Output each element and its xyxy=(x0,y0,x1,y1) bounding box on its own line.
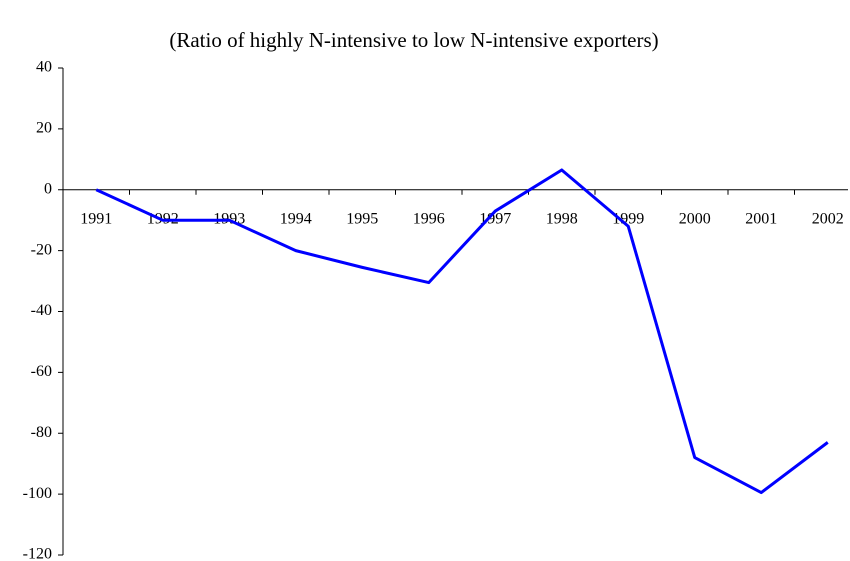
y-tick-label: 40 xyxy=(36,59,52,76)
x-tick-label: 1994 xyxy=(280,210,312,227)
x-tick-label: 1991 xyxy=(80,210,112,227)
y-tick-label: 0 xyxy=(44,180,52,197)
x-tick-label: 1998 xyxy=(546,210,578,227)
x-tick-label: 1997 xyxy=(479,210,511,227)
y-tick-label: -60 xyxy=(31,363,52,380)
x-tick-label: 1996 xyxy=(413,210,445,227)
x-tick-label: 1995 xyxy=(346,210,378,227)
x-tick-label: 2002 xyxy=(812,210,844,227)
y-tick-label: 20 xyxy=(36,120,52,137)
x-tick-label: 2000 xyxy=(679,210,711,227)
chart-title: (Ratio of highly N-intensive to low N-in… xyxy=(169,28,658,52)
y-tick-label: -20 xyxy=(31,241,52,258)
y-tick-label: -100 xyxy=(23,485,52,502)
y-tick-label: -40 xyxy=(31,302,52,319)
data-line xyxy=(95,168,829,495)
y-tick-label: -120 xyxy=(23,546,52,561)
x-tick-label: 2001 xyxy=(745,210,777,227)
y-tick-label: -80 xyxy=(31,424,52,441)
x-tick-label: 1999 xyxy=(612,210,644,227)
